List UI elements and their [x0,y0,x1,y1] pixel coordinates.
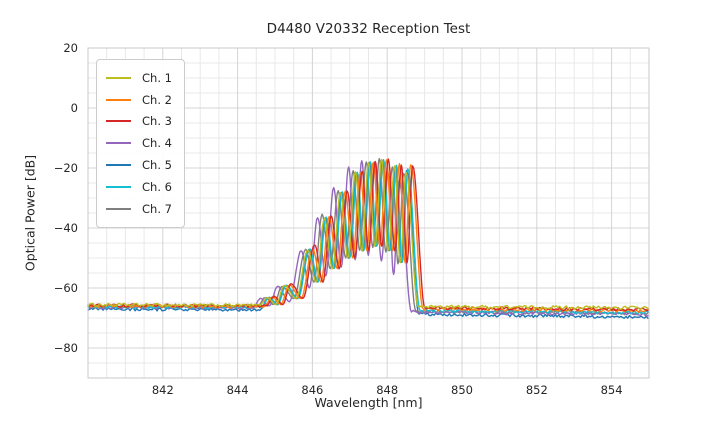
legend-line-swatch [106,142,131,145]
legend-label: Ch. 5 [142,158,172,173]
legend-line-swatch [106,185,131,188]
legend: Ch. 1 Ch. 2 Ch. 3 Ch. 4 Ch. 5 Ch. 6 Ch. 7 [96,59,185,228]
x-tick-label: 850 [451,383,473,397]
y-tick-label: −20 [53,160,78,175]
y-tick-label: 20 [63,40,78,55]
x-tick-label: 846 [301,383,324,397]
series-line-ch1 [87,158,650,310]
y-tick-label: −40 [53,220,78,235]
legend-label: Ch. 6 [142,179,172,194]
axes-spines [87,47,650,379]
legend-label: Ch. 4 [142,136,172,151]
legend-line-swatch [106,207,131,210]
legend-line-swatch [106,164,131,167]
x-tick-label: 852 [525,383,548,397]
legend-label: Ch. 3 [142,114,172,129]
legend-label: Ch. 7 [142,201,172,216]
x-axis-label: Wavelength [nm] [314,395,423,410]
x-tick-label: 854 [600,383,623,397]
legend-item-ch6: Ch. 6 [106,176,172,198]
legend-item-ch2: Ch. 2 [106,89,172,111]
legend-label: Ch. 1 [142,70,172,85]
x-tick-label: 842 [151,383,174,397]
legend-item-ch1: Ch. 1 [106,67,172,89]
legend-item-ch3: Ch. 3 [106,111,172,133]
y-tick-label: −60 [53,280,78,295]
x-tick-label: 844 [226,383,249,397]
y-tick-label: 0 [70,100,78,115]
x-tick-label: 848 [376,383,399,397]
legend-item-ch5: Ch. 5 [106,154,172,176]
legend-item-ch4: Ch. 4 [106,132,172,154]
legend-item-ch7: Ch. 7 [106,198,172,220]
legend-line-swatch [106,76,131,79]
y-tick-label: −80 [53,340,78,355]
legend-line-swatch [106,120,131,123]
series-line-ch6 [87,159,650,315]
legend-label: Ch. 2 [142,92,172,107]
chart-title: D4480 V20332 Reception Test [266,21,471,37]
legend-line-swatch [106,98,131,101]
